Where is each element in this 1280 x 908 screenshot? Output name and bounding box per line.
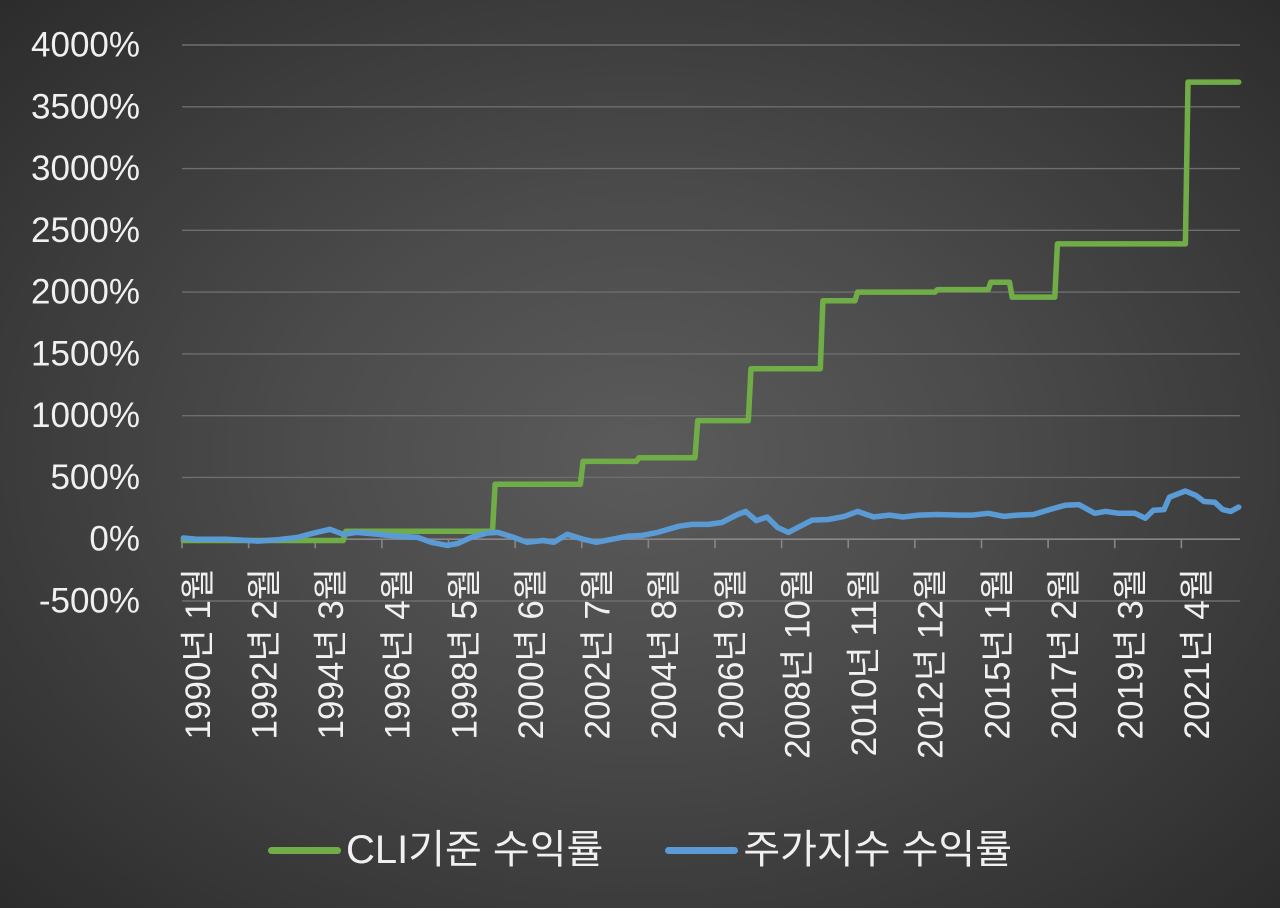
x-tick-label: 2004년 8월 (645, 568, 684, 739)
y-tick-label: 1500% (31, 334, 140, 373)
y-tick-label: 3000% (31, 149, 140, 188)
x-tick-label: 2012년 12월 (912, 568, 951, 759)
x-tick-label: 2015년 1월 (978, 568, 1017, 739)
y-tick-label: -500% (39, 582, 140, 621)
x-tick-label: 1992년 2월 (246, 568, 285, 739)
legend-label: 주가지수 수익률 (743, 828, 1013, 872)
x-tick-label: 1998년 5월 (445, 568, 484, 739)
legend-item-cli-return: CLI기준 수익률 (267, 828, 604, 872)
y-tick-label: 1000% (31, 396, 140, 435)
x-tick-label: 2017년 2월 (1045, 568, 1084, 739)
x-tick-label: 2002년 7월 (579, 568, 618, 739)
y-tick-label: 3500% (31, 87, 140, 126)
gridlines (181, 44, 1240, 602)
y-tick-label: 2500% (31, 211, 140, 250)
x-tick-label: 2021년 4월 (1178, 568, 1217, 739)
x-tick-label: 1990년 1월 (179, 568, 218, 739)
legend-label: CLI기준 수익률 (345, 828, 604, 872)
y-tick-label: 0% (89, 520, 140, 559)
x-tick-label: 2008년 10월 (779, 568, 818, 759)
legend: CLI기준 수익률 주가지수 수익률 (0, 824, 1280, 876)
x-tick-label: 1996년 4월 (379, 568, 418, 739)
y-tick-label: 4000% (31, 26, 140, 65)
series-lines (180, 79, 1242, 549)
x-tick-label: 1994년 3월 (312, 568, 351, 739)
x-tick-label: 2019년 3월 (1112, 568, 1151, 739)
x-tick-label: 2006년 9월 (712, 568, 751, 739)
legend-item-stock-index-return: 주가지수 수익률 (665, 830, 1012, 870)
cli-return-line (180, 79, 1242, 544)
x-tick-label: 2000년 6월 (512, 568, 551, 739)
y-tick-label: 2000% (31, 273, 140, 312)
legend-swatch-stock-index-return (665, 846, 739, 854)
axis-labels: -500% 0% 500% 1000% 1500% 2000% 2500% 3000% 3500… (31, 26, 1217, 759)
y-tick-label: 500% (50, 458, 140, 497)
legend-swatch-cli-return (267, 846, 341, 854)
x-tick-label: 2010년 11월 (845, 568, 884, 756)
stock-index-return-line (180, 488, 1242, 549)
